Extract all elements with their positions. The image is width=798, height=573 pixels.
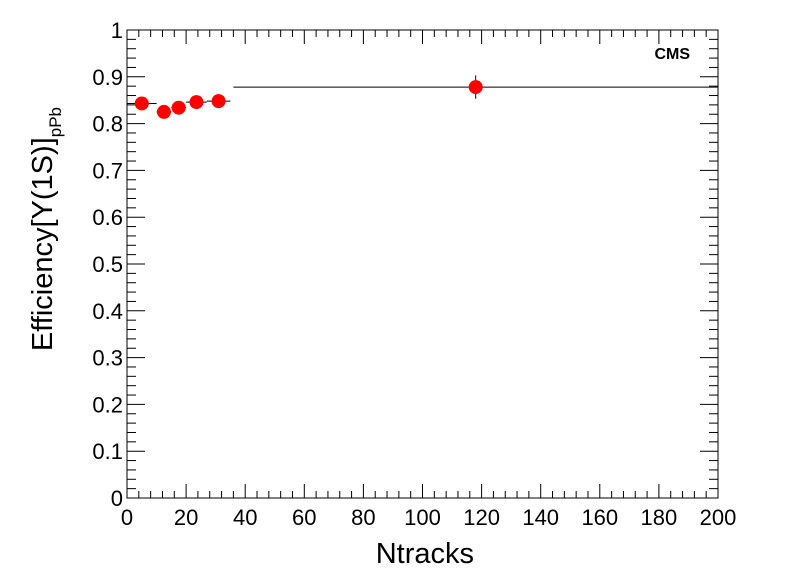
y-tick-label: 0.1 (92, 439, 123, 464)
y-tick-label: 0.6 (92, 205, 123, 230)
y-tick-label: 0.2 (92, 392, 123, 417)
x-tick-label: 100 (404, 505, 441, 530)
x-tick-label: 40 (233, 505, 257, 530)
x-tick-label: 20 (174, 505, 198, 530)
point-marker (134, 96, 149, 111)
data-point (171, 100, 187, 115)
point-marker (211, 94, 226, 109)
y-axis-title-main: Efficiency[Υ(1S)] (27, 137, 59, 351)
y-tick-label: 0.4 (92, 299, 123, 324)
data-point (233, 75, 718, 99)
axis-ticks (126, 29, 719, 499)
y-tick-labels: 0 0.1 0.2 0.3 0.4 0.5 0.6 0.7 0.8 0.9 1 (92, 18, 123, 511)
y-tick-label: 0.8 (92, 112, 123, 137)
x-tick-label: 180 (641, 505, 678, 530)
x-tick-label: 120 (463, 505, 500, 530)
x-tick-label: 200 (700, 505, 737, 530)
point-marker (468, 80, 483, 95)
x-tick-label: 160 (581, 505, 618, 530)
point-marker (189, 95, 204, 110)
data-point (156, 104, 172, 119)
point-marker (171, 100, 186, 115)
data-point (186, 95, 207, 110)
x-tick-label: 80 (351, 505, 375, 530)
y-tick-label: 0.5 (92, 252, 123, 277)
data-points (127, 75, 718, 119)
y-tick-label: 0 (111, 486, 123, 511)
x-axis-title: Ntracks (376, 538, 474, 570)
y-tick-label: 0.7 (92, 158, 123, 183)
cms-label: CMS (654, 46, 690, 63)
y-tick-label: 0.3 (92, 346, 123, 371)
data-point (127, 96, 157, 111)
x-tick-labels: 0 20 40 60 80 100 120 140 160 180 200 (121, 505, 736, 530)
data-point (206, 94, 231, 109)
x-tick-label: 140 (522, 505, 559, 530)
y-axis-title: Efficiency[Υ(1S)]pPb (27, 107, 65, 351)
y-tick-label: 0.9 (92, 65, 123, 90)
x-tick-label: 60 (292, 505, 316, 530)
y-axis-title-subscript: pPb (46, 107, 65, 137)
x-tick-label: 0 (121, 505, 133, 530)
y-tick-label: 1 (111, 18, 123, 43)
point-marker (156, 104, 171, 119)
